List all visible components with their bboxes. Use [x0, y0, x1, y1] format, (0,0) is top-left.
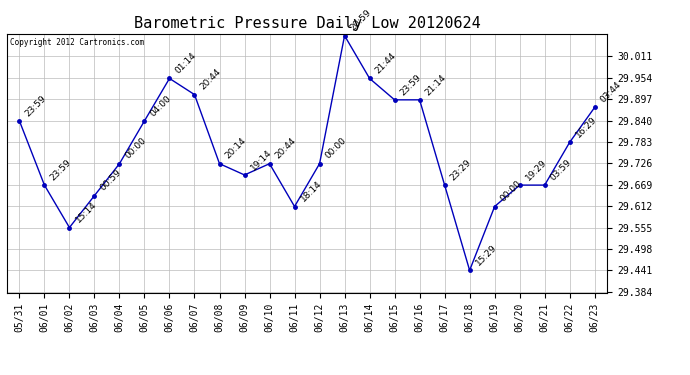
Text: 20:59: 20:59 — [348, 8, 373, 33]
Text: 23:59: 23:59 — [399, 72, 424, 97]
Text: Copyright 2012 Cartronics.com: Copyright 2012 Cartronics.com — [10, 38, 144, 46]
Text: 00:00: 00:00 — [124, 136, 148, 161]
Text: 00:59: 00:59 — [99, 168, 124, 193]
Text: 15:14: 15:14 — [74, 200, 98, 225]
Text: 19:29: 19:29 — [524, 158, 549, 182]
Text: 23:29: 23:29 — [448, 158, 473, 182]
Title: Barometric Pressure Daily Low 20120624: Barometric Pressure Daily Low 20120624 — [134, 16, 480, 31]
Text: 18:14: 18:14 — [299, 179, 324, 204]
Text: 20:44: 20:44 — [199, 68, 223, 92]
Text: 21:14: 21:14 — [424, 73, 448, 97]
Text: 20:14: 20:14 — [224, 136, 248, 161]
Text: 03:44: 03:44 — [599, 80, 623, 105]
Text: 03:59: 03:59 — [549, 158, 573, 182]
Text: 20:44: 20:44 — [274, 136, 298, 161]
Text: 23:59: 23:59 — [23, 93, 48, 118]
Text: 19:14: 19:14 — [248, 148, 273, 172]
Text: 01:14: 01:14 — [174, 51, 198, 76]
Text: 00:00: 00:00 — [499, 179, 524, 204]
Text: 04:00: 04:00 — [148, 93, 173, 118]
Text: 16:29: 16:29 — [574, 115, 598, 140]
Text: 15:29: 15:29 — [474, 243, 498, 268]
Text: 00:00: 00:00 — [324, 136, 348, 161]
Text: 23:59: 23:59 — [48, 158, 73, 182]
Text: 21:44: 21:44 — [374, 51, 398, 76]
